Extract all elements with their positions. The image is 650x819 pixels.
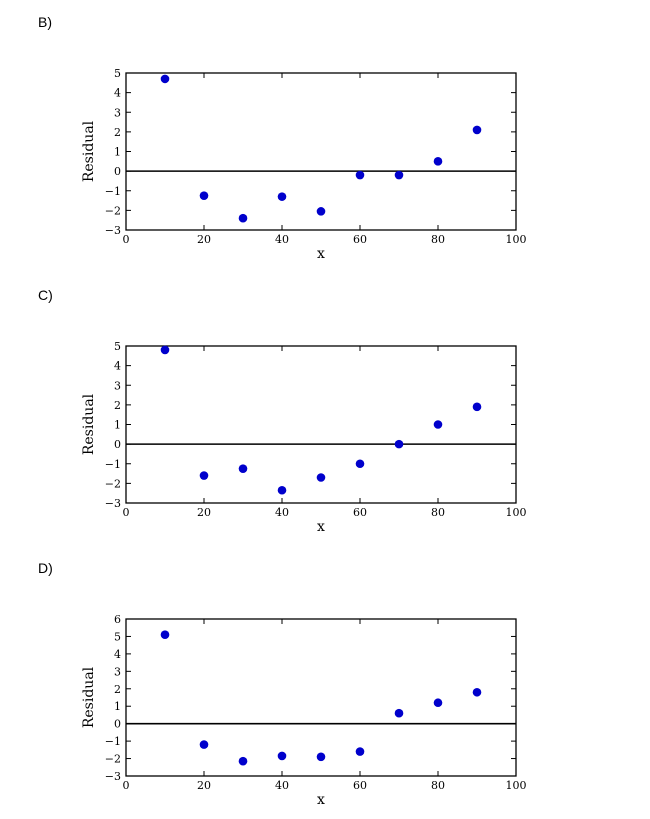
x-tick-label: 100 (506, 506, 527, 519)
data-point (199, 740, 209, 749)
data-point (238, 464, 248, 473)
y-tick-label: 2 (114, 126, 121, 139)
y-tick-label: −2 (105, 753, 121, 766)
x-tick-label: 20 (197, 233, 211, 246)
data-point (277, 485, 287, 495)
y-tick-label: −1 (105, 185, 121, 198)
x-tick-label: 60 (353, 779, 367, 792)
data-point (433, 157, 443, 166)
data-point (316, 207, 326, 216)
x-tick-label: 80 (431, 506, 445, 519)
y-tick-label: 3 (114, 665, 121, 678)
residual-plot-b: 0 20 40 60 80 100 −3 −2 −1 0 1 2 3 4 5 x Residual (81, 67, 527, 262)
y-tick-label: −3 (105, 770, 121, 783)
y-tick-label: 4 (114, 648, 121, 661)
data-point (433, 698, 443, 708)
y-tick-label: −1 (105, 735, 121, 748)
y-tick-label: 1 (114, 419, 121, 432)
x-axis-title: x (317, 246, 325, 262)
x-tick-label: 100 (506, 779, 527, 792)
x-tick-label: 40 (275, 779, 289, 792)
x-tick-label: 20 (197, 779, 211, 792)
y-tick-label: 5 (114, 630, 121, 643)
x-tick-label: 20 (197, 506, 211, 519)
data-point (433, 420, 443, 429)
data-point (160, 345, 170, 355)
data-point (472, 402, 482, 412)
x-tick-label: 0 (123, 233, 130, 246)
y-axis-title: Residual (81, 393, 97, 455)
data-point (355, 747, 365, 756)
data-point (199, 191, 209, 200)
y-tick-label: 4 (114, 87, 121, 100)
y-tick-label: 3 (114, 379, 121, 392)
data-point (394, 708, 404, 718)
x-tick-label: 60 (353, 506, 367, 519)
residual-plot-c: 0 20 40 60 80 100 −3 −2 −1 0 1 2 3 4 5 x Residual (81, 340, 527, 535)
y-tick-label: −3 (105, 224, 121, 237)
data-point (472, 125, 482, 135)
y-tick-label: 3 (114, 106, 121, 119)
data-point (355, 170, 365, 180)
data-point (199, 471, 209, 480)
y-tick-label: 1 (114, 700, 121, 713)
y-tick-label: 2 (114, 399, 121, 412)
y-tick-label: 2 (114, 683, 121, 696)
panel-label-c: C) (38, 287, 53, 303)
y-axis-title: Residual (81, 120, 97, 182)
residual-plot-d: 0 20 40 60 80 100 −3 −2 −1 0 1 2 3 4 5 6 x Residual (81, 613, 527, 808)
y-tick-label: 5 (114, 340, 121, 353)
plot-frame (125, 72, 517, 231)
y-tick-label: 0 (114, 438, 121, 451)
y-tick-label: −2 (105, 477, 121, 490)
data-point (238, 213, 248, 223)
data-point (316, 473, 326, 482)
data-point (472, 687, 482, 697)
data-point (160, 630, 170, 639)
data-point (394, 170, 404, 180)
x-tick-label: 60 (353, 233, 367, 246)
data-point (160, 74, 170, 84)
x-tick-label: 100 (506, 233, 527, 246)
y-tick-label: 6 (114, 613, 121, 626)
x-tick-label: 40 (275, 233, 289, 246)
x-tick-label: 0 (123, 779, 130, 792)
y-tick-label: −2 (105, 204, 121, 217)
x-tick-label: 0 (123, 506, 130, 519)
data-point (355, 459, 365, 469)
data-point (394, 439, 404, 449)
y-tick-label: 1 (114, 146, 121, 159)
x-axis-title: x (317, 519, 325, 535)
x-tick-label: 80 (431, 779, 445, 792)
panel-label-d: D) (38, 560, 53, 576)
data-point (316, 752, 326, 762)
y-axis-title: Residual (81, 666, 97, 728)
y-tick-label: 0 (114, 165, 121, 178)
data-point (277, 751, 287, 761)
plot-frame (125, 618, 517, 777)
y-tick-label: 0 (114, 718, 121, 731)
y-tick-label: 4 (114, 360, 121, 373)
x-tick-label: 40 (275, 506, 289, 519)
panel-label-b: B) (38, 14, 52, 30)
data-point (277, 192, 287, 201)
y-tick-label: −3 (105, 497, 121, 510)
y-tick-label: 5 (114, 67, 121, 80)
x-axis-title: x (317, 792, 325, 808)
data-point (238, 756, 248, 766)
x-tick-label: 80 (431, 233, 445, 246)
y-tick-label: −1 (105, 458, 121, 471)
